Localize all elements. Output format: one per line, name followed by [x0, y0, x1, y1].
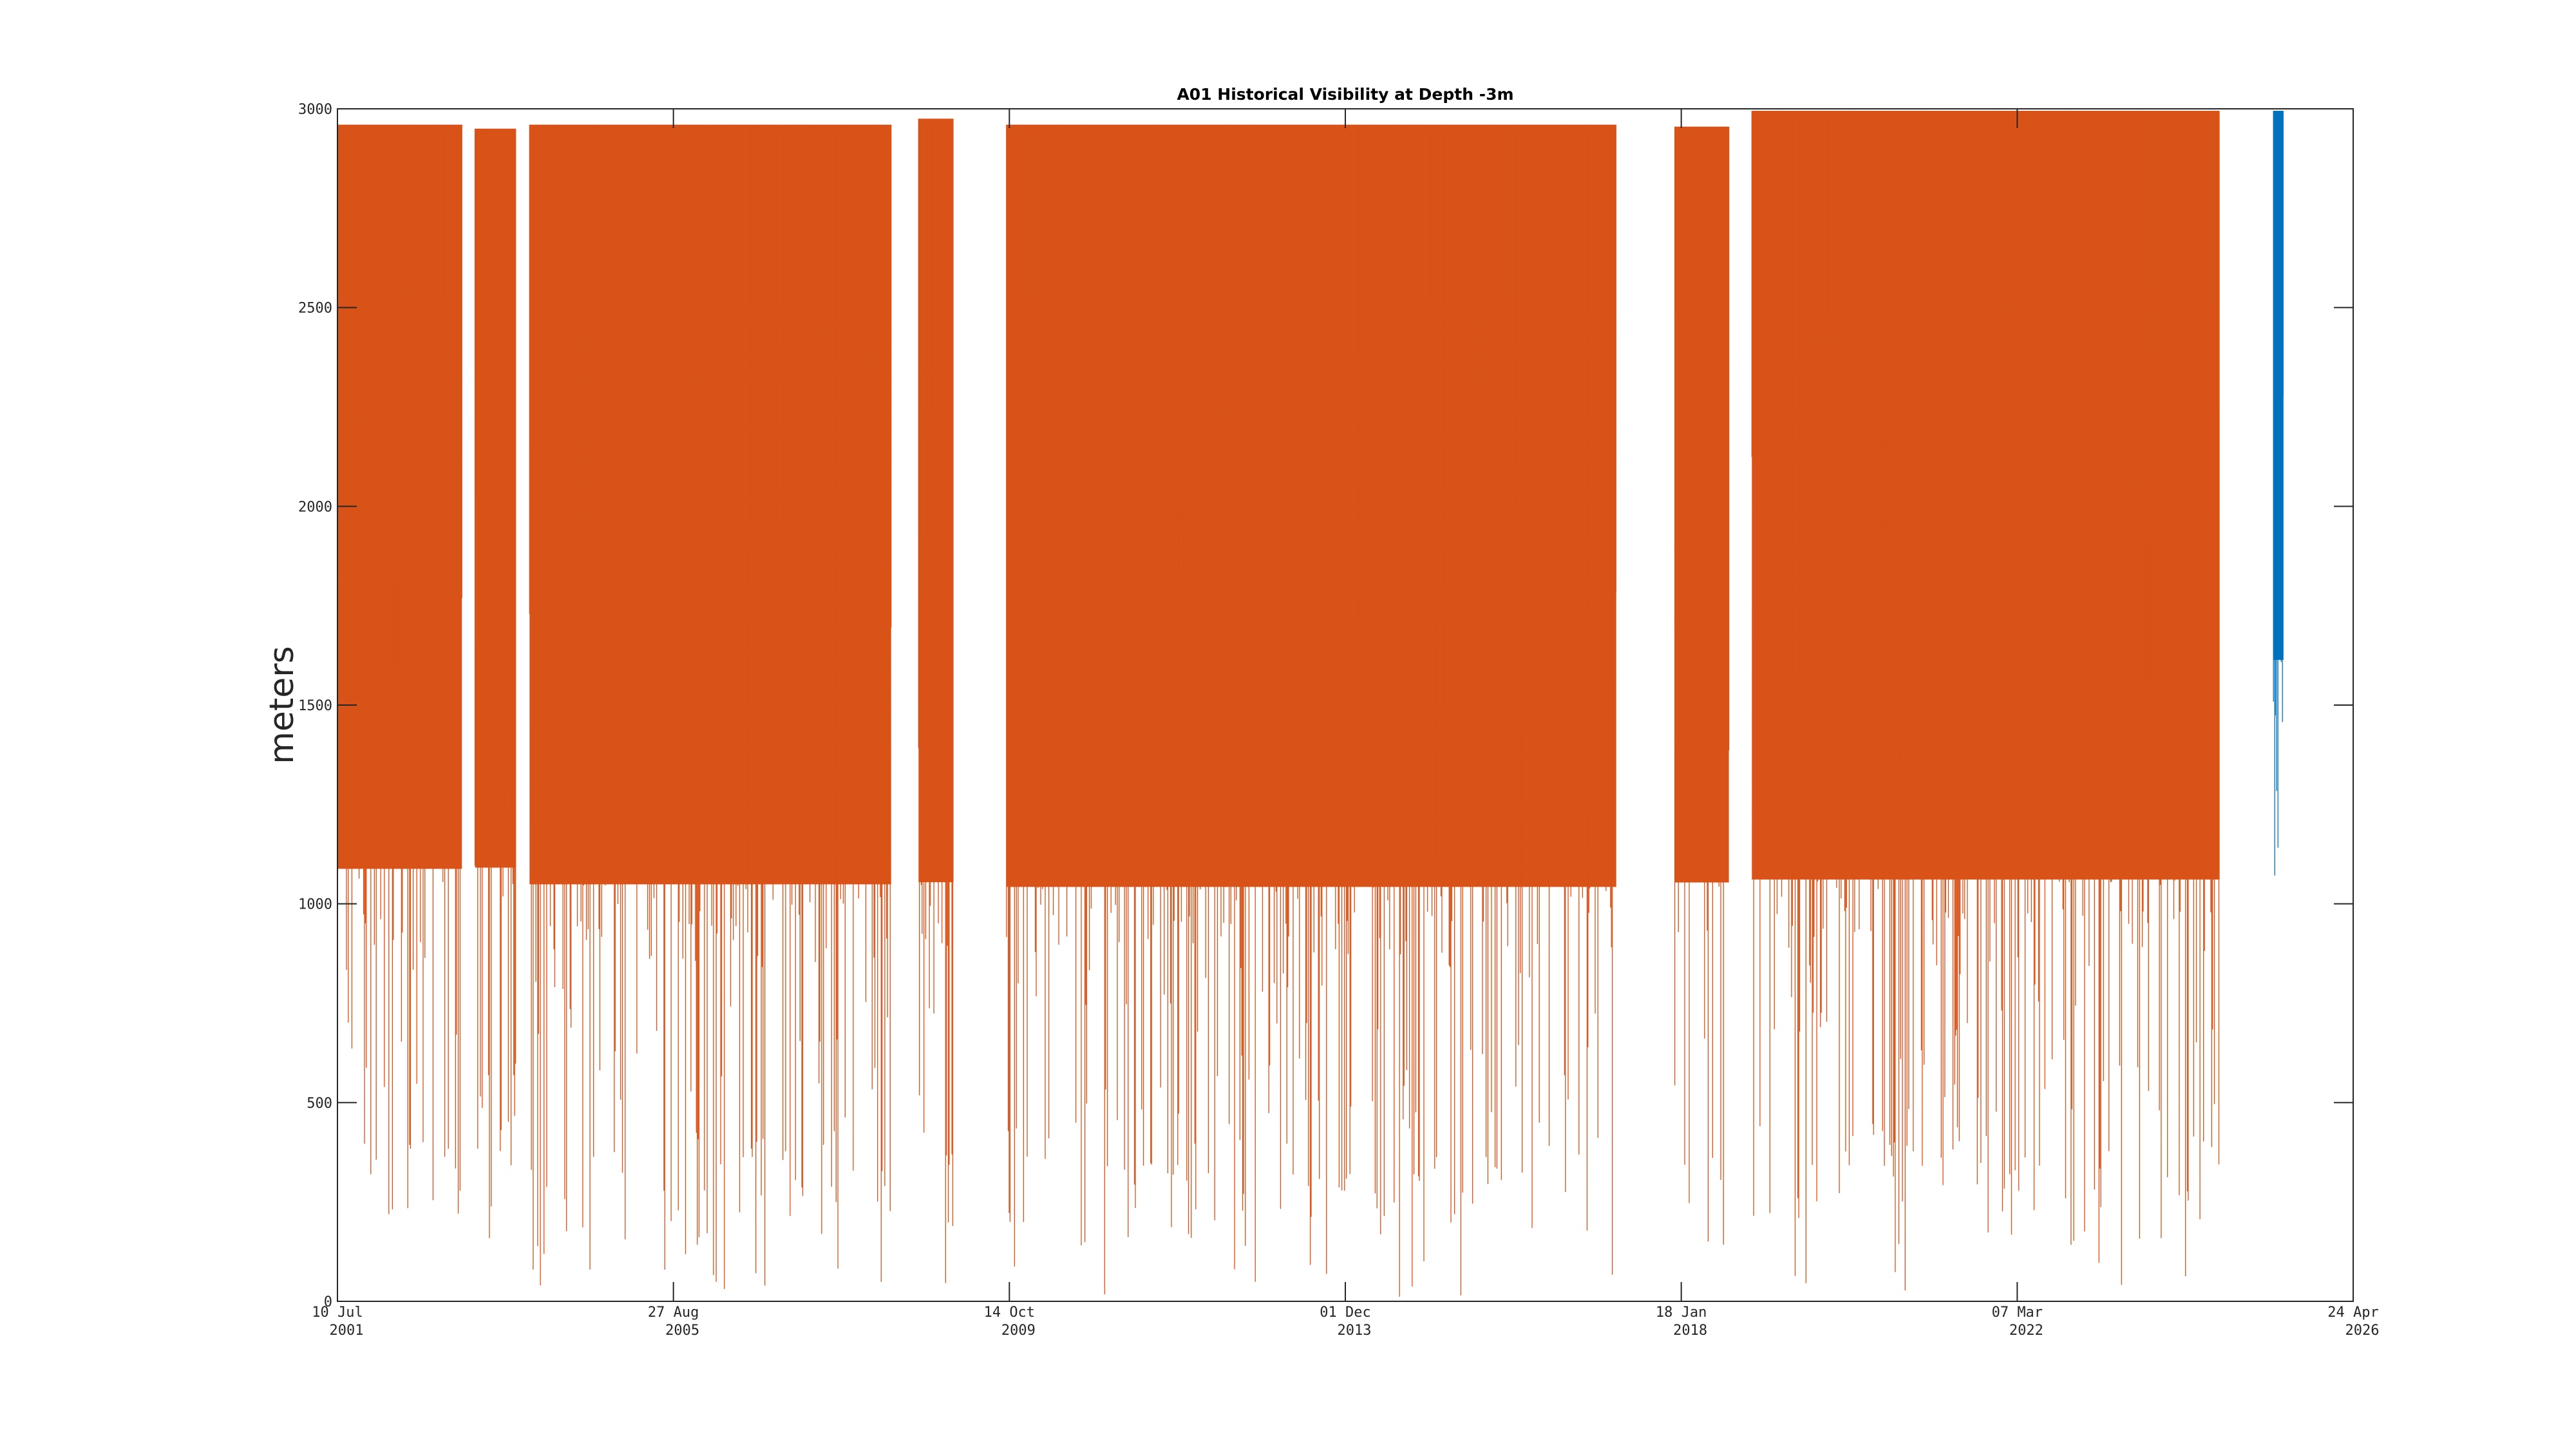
x-tick-label: 01 Dec [1320, 1305, 1370, 1321]
plot-data [337, 111, 2284, 1297]
x-tick-label-year: 2018 [1673, 1323, 1707, 1339]
series-segment [337, 124, 462, 1214]
series-line [2273, 111, 2284, 876]
x-tick-label: 07 Mar [1992, 1305, 2043, 1321]
series-line [918, 118, 954, 1283]
axis-ticks: 0 500 1000 1500 2000 2500 3000 10 Jul 2001 27 Aug… [298, 102, 2379, 1339]
series-segment [918, 118, 954, 1283]
series-segment [2273, 111, 2284, 876]
series-line [1006, 124, 1616, 1297]
x-tick-label-year: 2001 [330, 1323, 364, 1339]
x-tick-label-year: 2026 [2345, 1323, 2380, 1339]
x-tick-label: 18 Jan [1656, 1305, 1707, 1321]
series-segment [529, 124, 892, 1289]
x-tick-label: 24 Apr [2327, 1305, 2378, 1321]
y-tick-label: 2500 [298, 301, 332, 317]
y-tick-label: 2000 [298, 499, 332, 515]
x-tick-label-year: 2005 [665, 1323, 699, 1339]
x-tick-label: 14 Oct [984, 1305, 1035, 1321]
series-line [1751, 111, 2220, 1291]
series-segment [474, 128, 516, 1238]
x-tick-label-year: 2013 [1338, 1323, 1372, 1339]
chart-title: A01 Historical Visibility at Depth -3m [1177, 85, 1513, 104]
series-line [529, 124, 892, 1289]
series-segment [1006, 124, 1616, 1297]
y-tick-label: 0 [324, 1294, 332, 1310]
x-tick-label: 27 Aug [648, 1305, 699, 1321]
x-tick-label-year: 2022 [2009, 1323, 2043, 1339]
series-line [474, 128, 516, 1238]
series-segment [1674, 126, 1730, 1245]
y-axis-label: meters [263, 646, 301, 764]
y-tick-label: 3000 [298, 102, 332, 118]
y-tick-label: 1500 [298, 698, 332, 714]
y-tick-label: 1000 [298, 897, 332, 913]
y-tick-label: 500 [307, 1095, 332, 1111]
series-segment [1751, 111, 2220, 1291]
x-tick-label: 10 Jul [312, 1305, 363, 1321]
series-line [1674, 126, 1730, 1245]
x-tick-label-year: 2009 [1001, 1323, 1036, 1339]
